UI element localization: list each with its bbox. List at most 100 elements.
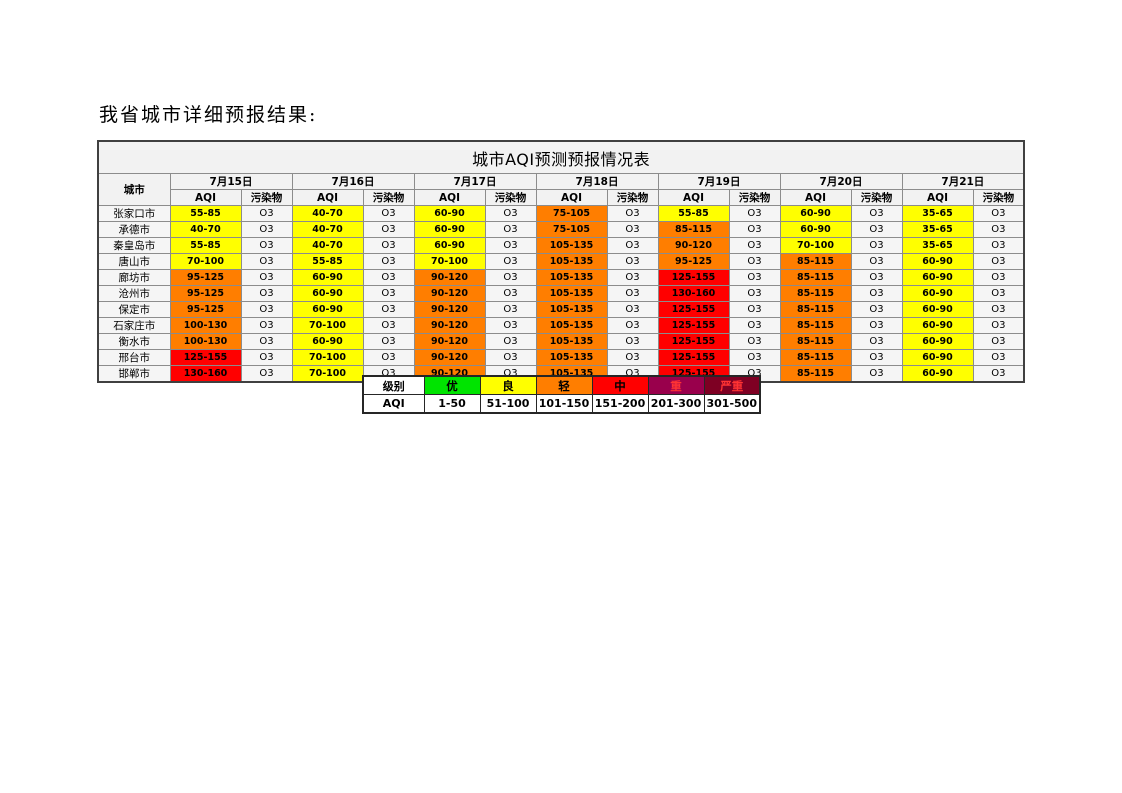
city-name: 沧州市 — [97, 285, 171, 302]
pollutant-cell: O3 — [728, 221, 781, 238]
aqi-value-cell: 105-135 — [535, 317, 608, 334]
legend-aqi-range-cell: 51-100 — [479, 394, 537, 414]
aqi-value-cell: 85-115 — [779, 269, 852, 286]
date-header: 7月15日 — [169, 173, 293, 190]
aqi-value-cell: 70-100 — [291, 349, 364, 366]
aqi-value-cell: 85-115 — [779, 285, 852, 302]
aqi-value-cell: 60-90 — [901, 253, 974, 270]
date-header: 7月16日 — [291, 173, 415, 190]
aqi-value-cell: 130-160 — [657, 285, 730, 302]
aqi-value-cell: 85-115 — [779, 333, 852, 350]
pollutant-cell: O3 — [240, 285, 293, 302]
city-row: 沧州市 95-125 O3 60-90 O3 90-120 O3 105-135 O3 130-1… — [97, 285, 1025, 302]
pollutant-cell: O3 — [362, 221, 415, 238]
aqi-value-cell: 40-70 — [291, 205, 364, 222]
pollutant-cell: O3 — [240, 205, 293, 222]
aqi-value-cell: 85-115 — [779, 301, 852, 318]
pollutant-cell: O3 — [850, 237, 903, 254]
city-name: 保定市 — [97, 301, 171, 318]
pollutant-cell: O3 — [484, 205, 537, 222]
aqi-value-cell: 75-105 — [535, 221, 608, 238]
city-name: 石家庄市 — [97, 317, 171, 334]
pollutant-cell: O3 — [850, 317, 903, 334]
city-name: 唐山市 — [97, 253, 171, 270]
aqi-value-cell: 125-155 — [657, 333, 730, 350]
aqi-value-cell: 60-90 — [291, 269, 364, 286]
aqi-value-cell: 85-115 — [779, 365, 852, 383]
pollutant-cell: O3 — [850, 269, 903, 286]
pollutant-cell: O3 — [850, 253, 903, 270]
aqi-value-cell: 60-90 — [413, 205, 486, 222]
pollutant-cell: O3 — [484, 285, 537, 302]
aqi-value-cell: 70-100 — [413, 253, 486, 270]
legend-level-cell: 中 — [591, 375, 649, 395]
aqi-value-cell: 75-105 — [535, 205, 608, 222]
pollutant-cell: O3 — [362, 253, 415, 270]
date-header: 7月17日 — [413, 173, 537, 190]
aqi-value-cell: 60-90 — [901, 301, 974, 318]
aqi-value-cell: 70-100 — [779, 237, 852, 254]
aqi-value-cell: 60-90 — [779, 205, 852, 222]
aqi-value-cell: 90-120 — [413, 269, 486, 286]
pollutant-cell: O3 — [728, 285, 781, 302]
aqi-value-cell: 105-135 — [535, 333, 608, 350]
aqi-value-cell: 125-155 — [169, 349, 242, 366]
aqi-value-cell: 105-135 — [535, 237, 608, 254]
aqi-value-cell: 105-135 — [535, 269, 608, 286]
pollutant-cell: O3 — [484, 349, 537, 366]
pollutant-cell: O3 — [362, 269, 415, 286]
date-header-row: 城市 7月15日 7月16日 7月17日 7月18日 7月19日 7月20日 7月21日 — [97, 173, 1025, 206]
legend-level-label: 级别 — [362, 375, 425, 395]
aqi-value-cell: 90-120 — [413, 333, 486, 350]
aqi-value-cell: 85-115 — [779, 349, 852, 366]
table-title: 城市AQI预测预报情况表 — [97, 140, 1025, 174]
city-name: 邯郸市 — [97, 365, 171, 383]
aqi-value-cell: 35-65 — [901, 205, 974, 222]
pollutant-cell: O3 — [728, 269, 781, 286]
legend-level-row: 级别优良轻中重严重 — [362, 375, 761, 395]
pollutant-cell: O3 — [606, 269, 659, 286]
pollutant-cell: O3 — [972, 205, 1025, 222]
pollutant-cell: O3 — [484, 333, 537, 350]
aqi-value-cell: 55-85 — [657, 205, 730, 222]
pollutant-cell: O3 — [972, 285, 1025, 302]
pollutant-cell: O3 — [240, 301, 293, 318]
aqi-value-cell: 35-65 — [901, 221, 974, 238]
legend-aqi-range-cell: 101-150 — [535, 394, 593, 414]
aqi-value-cell: 125-155 — [657, 317, 730, 334]
aqi-value-cell: 100-130 — [169, 333, 242, 350]
city-row: 邢台市 125-155 O3 70-100 O3 90-120 O3 105-135 O3 125… — [97, 349, 1025, 366]
pollutant-cell: O3 — [606, 349, 659, 366]
aqi-value-cell: 55-85 — [169, 205, 242, 222]
pollutant-cell: O3 — [850, 301, 903, 318]
aqi-value-cell: 130-160 — [169, 365, 242, 383]
aqi-value-cell: 95-125 — [169, 269, 242, 286]
pollutant-cell: O3 — [606, 221, 659, 238]
city-row: 张家口市 55-85 O3 40-70 O3 60-90 O3 75-105 O3 55-85 O3… — [97, 205, 1025, 222]
city-row: 衡水市 100-130 O3 60-90 O3 90-120 O3 105-135 O3 125-… — [97, 333, 1025, 350]
aqi-value-cell: 105-135 — [535, 253, 608, 270]
pollutant-cell: O3 — [484, 317, 537, 334]
pollutant-cell: O3 — [850, 205, 903, 222]
pollutant-cell: O3 — [850, 333, 903, 350]
pollutant-cell: O3 — [362, 301, 415, 318]
aqi-value-cell: 95-125 — [657, 253, 730, 270]
pollutant-cell: O3 — [240, 269, 293, 286]
pollutant-cell: O3 — [728, 205, 781, 222]
pollutant-cell: O3 — [484, 221, 537, 238]
pollutant-cell: O3 — [240, 349, 293, 366]
pollutant-cell: O3 — [850, 365, 903, 383]
aqi-value-cell: 95-125 — [169, 285, 242, 302]
pollutant-cell: O3 — [606, 301, 659, 318]
pollutant-cell: O3 — [972, 365, 1025, 383]
city-row: 秦皇岛市 55-85 O3 40-70 O3 60-90 O3 105-135 O3 90-120… — [97, 237, 1025, 254]
pollutant-subheader: 污染物 — [484, 189, 537, 206]
city-row: 保定市 95-125 O3 60-90 O3 90-120 O3 105-135 O3 125-1… — [97, 301, 1025, 318]
aqi-subheader: AQI — [657, 189, 730, 206]
aqi-value-cell: 125-155 — [657, 301, 730, 318]
pollutant-cell: O3 — [484, 301, 537, 318]
aqi-value-cell: 40-70 — [291, 221, 364, 238]
pollutant-cell: O3 — [362, 285, 415, 302]
aqi-value-cell: 85-115 — [779, 253, 852, 270]
